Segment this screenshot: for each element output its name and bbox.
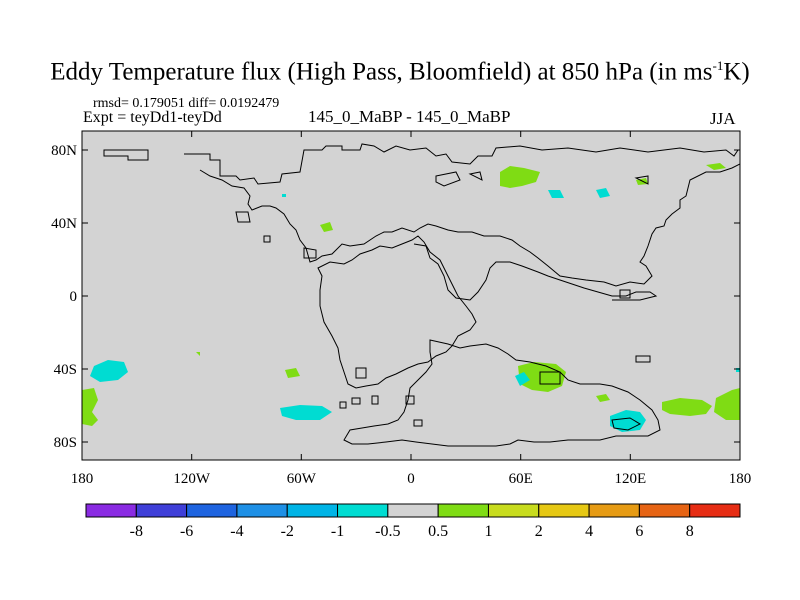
colorbar-swatch [437, 503, 489, 518]
season-label: JJA [710, 109, 736, 128]
colorbar-swatch [337, 503, 389, 518]
anomaly-patch [500, 166, 540, 188]
lon-tick-label: 120E [614, 471, 646, 487]
coastline [303, 247, 317, 259]
lat-tick-label: 40N [51, 216, 77, 232]
anomaly-patch [714, 388, 740, 420]
colorbar: -8 -6 -4 -2 -1 -0.5 0.5 1 2 4 6 8 [85, 503, 741, 540]
plot-title: Eddy Temperature flux (High Pass, Bloomf… [50, 58, 750, 86]
coastline [263, 235, 271, 243]
anomaly-patch [662, 398, 712, 416]
colorbar-label: 4 [585, 523, 593, 540]
coastline [619, 289, 631, 299]
coastline [611, 417, 642, 431]
coastline [317, 235, 477, 389]
coastline [539, 371, 561, 385]
anomaly-patch [515, 372, 530, 386]
lat-tick-label: 40S [54, 362, 77, 378]
coastline [468, 171, 483, 181]
lon-tick-label: 180 [71, 471, 94, 487]
colorbar-swatch [538, 503, 590, 518]
colorbar-label: 8 [686, 523, 694, 540]
colorbar-label: -0.5 [375, 523, 400, 540]
lon-tick-label: 120W [173, 471, 211, 487]
coastline [343, 339, 661, 447]
colorbar-label: -2 [281, 523, 294, 540]
colorbar-swatch [286, 503, 339, 518]
coastline [351, 397, 361, 405]
experiment-label: Expt = teyDd1-teyDd [83, 109, 222, 126]
lon-tick-label: 180 [729, 471, 752, 487]
anomaly-patch [706, 163, 726, 170]
colorbar-swatch [638, 503, 691, 518]
coastline [413, 419, 423, 427]
lat-tick-label: 80S [54, 435, 77, 451]
anomaly-patch [280, 405, 332, 420]
stats-label: rmsd= 0.179051 diff= 0.0192479 [93, 96, 280, 111]
coastline [184, 143, 741, 287]
colorbar-swatch [588, 503, 640, 518]
anomaly-patch [282, 194, 286, 197]
anomaly-patch [320, 222, 333, 232]
coastline [635, 355, 651, 363]
anomaly-patch [285, 368, 300, 378]
colorbar-label: 1 [484, 523, 492, 540]
coastline [339, 401, 347, 409]
lat-tick-label: 0 [70, 289, 78, 305]
coastline [103, 149, 149, 161]
lat-tick-label: 80N [51, 143, 77, 159]
coastline [634, 175, 649, 185]
lon-tick-label: 60W [287, 471, 317, 487]
colorbar-swatch [135, 503, 188, 518]
center-label: 145_0_MaBP - 145_0_MaBP [308, 107, 511, 126]
colorbar-label: 0.5 [428, 523, 448, 540]
coastline [435, 171, 461, 187]
lon-tick-label: 60E [509, 471, 533, 487]
colorbar-label: -8 [130, 523, 143, 540]
colorbar-label: -1 [331, 523, 344, 540]
negative-anomalies [90, 188, 740, 432]
lon-tick-label: 0 [407, 471, 415, 487]
coastline [235, 211, 251, 223]
coastlines [103, 143, 741, 447]
anomaly-patch [82, 388, 98, 426]
anomaly-patch [196, 352, 200, 356]
latitude-axis: 80N 40N 0 40S 80S [51, 143, 740, 451]
coastline [405, 395, 415, 405]
anomaly-patch [596, 394, 610, 402]
colorbar-label: 6 [635, 523, 643, 540]
anomaly-patch [90, 360, 128, 382]
coastline [371, 395, 379, 405]
colorbar-swatch [186, 503, 238, 518]
colorbar-swatch [487, 503, 540, 518]
colorbar-label: 2 [535, 523, 543, 540]
anomaly-patch [596, 188, 610, 198]
colorbar-swatch [387, 503, 439, 518]
colorbar-label: -6 [180, 523, 193, 540]
coastline [355, 367, 367, 379]
colorbar-swatch [236, 503, 288, 518]
colorbar-swatch [85, 503, 137, 518]
colorbar-swatch [689, 503, 741, 518]
anomaly-patch [610, 410, 646, 432]
colorbar-label: -4 [230, 523, 243, 540]
longitude-axis: 180 120W 60W 0 60E 120E 180 [71, 131, 752, 487]
coastline [413, 243, 658, 301]
anomaly-patch [548, 190, 564, 198]
